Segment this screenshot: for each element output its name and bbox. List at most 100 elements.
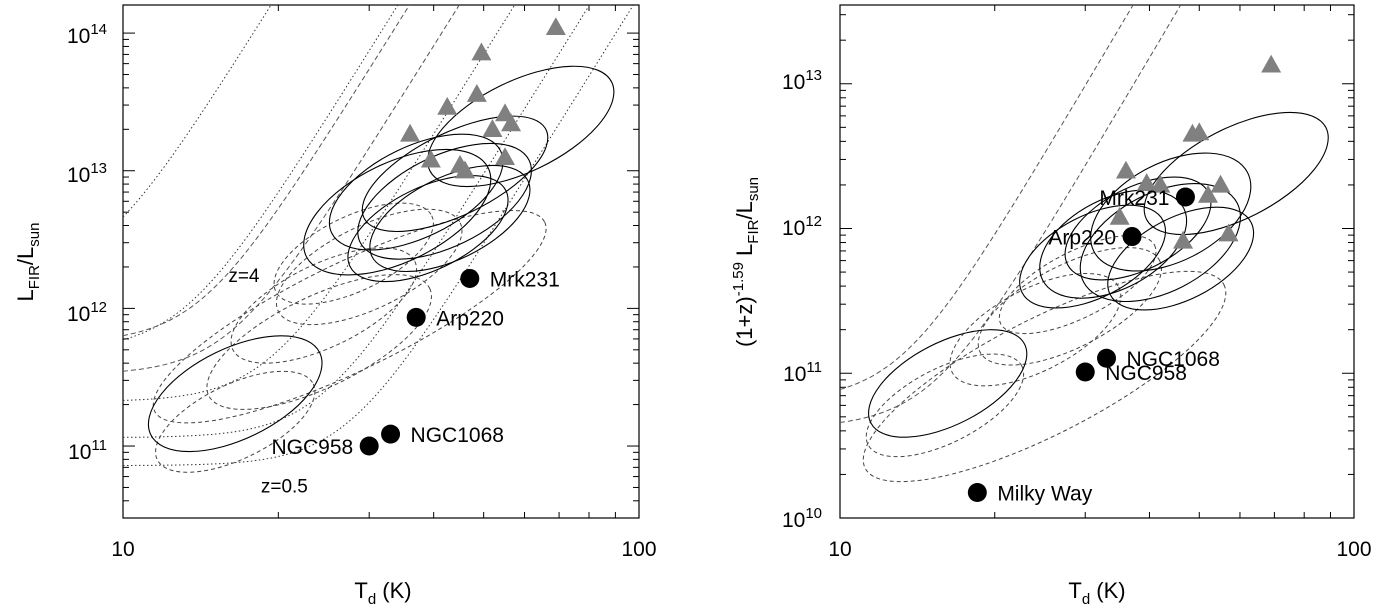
point-milky-way xyxy=(967,483,987,503)
right-plot-frame xyxy=(839,4,1355,519)
triangle-point-0 xyxy=(400,123,421,142)
right-x-axis-label: Td (K) xyxy=(1068,578,1125,606)
right-model-curves xyxy=(840,5,1182,423)
triangle-point-1 xyxy=(1136,173,1157,192)
triangle-point-2 xyxy=(437,96,458,115)
model-curve-4 xyxy=(123,5,516,401)
triangle-point-3 xyxy=(1109,206,1130,225)
solid-ellipse-4 xyxy=(1039,189,1188,299)
point-label: Mrk231 xyxy=(490,268,560,291)
triangle-point-1 xyxy=(420,149,441,168)
model-curve-2 xyxy=(123,5,411,337)
solid-ellipse-0 xyxy=(1143,111,1329,236)
triangle-point-7 xyxy=(1198,184,1219,203)
point-label: NGC1068 xyxy=(1127,348,1220,371)
right-y-tick-label-1e13: 1013 xyxy=(782,67,822,94)
left-ticks xyxy=(122,5,640,519)
left-marks xyxy=(359,17,566,456)
triangle-point-0 xyxy=(1115,160,1136,179)
triangle-point-3 xyxy=(466,83,487,102)
solid-ellipse-3 xyxy=(1079,183,1241,303)
left-point-labels: Mrk231 Arp220 NGC1068 NGC958 xyxy=(271,268,559,459)
left-y-tick-label-1e11: 1011 xyxy=(68,437,107,464)
dashed-ellipse-3 xyxy=(152,210,547,424)
triangle-point-9 xyxy=(545,17,566,36)
left-x-tick-label-10: 10 xyxy=(111,538,134,561)
curve-label-z4: z=4 xyxy=(228,266,260,287)
solid-ellipse-5 xyxy=(369,164,531,273)
point-ngc958 xyxy=(359,436,379,456)
triangle-point-5 xyxy=(482,119,503,137)
left-plot-frame xyxy=(122,4,640,519)
point-ngc1068 xyxy=(381,424,401,444)
model-curve-5 xyxy=(123,5,591,438)
triangle-point-10 xyxy=(1261,54,1282,73)
left-panel: Mrk231 Arp220 NGC1068 NGC958 10 100 1011 10… xyxy=(13,4,657,606)
solid-ellipse-1 xyxy=(1090,152,1252,272)
triangle-point-9 xyxy=(1218,223,1239,242)
point-label: NGC1068 xyxy=(411,424,504,447)
point-label: NGC958 xyxy=(1105,362,1187,385)
point-label: Arp220 xyxy=(436,307,504,330)
left-y-tick-label-1e13: 1013 xyxy=(67,160,107,187)
solid-ellipse-2 xyxy=(328,133,504,251)
triangle-point-2 xyxy=(1150,174,1171,193)
triangle-point-8 xyxy=(495,147,516,166)
point-mrk231 xyxy=(460,268,480,288)
model-curve-1 xyxy=(123,5,399,341)
dashed-ellipse-3 xyxy=(862,270,1227,483)
solid-ellipse-4 xyxy=(303,148,492,276)
point-ngc1068 xyxy=(1097,348,1117,368)
right-y-tick-label-1e11: 1011 xyxy=(783,359,822,386)
left-model-curves xyxy=(123,5,634,466)
solid-ellipse-6 xyxy=(347,175,509,283)
model-curve-1 xyxy=(840,5,1182,423)
right-x-tick-label-10: 10 xyxy=(828,538,851,561)
solid-ellipse-5 xyxy=(1107,206,1255,311)
triangle-point-6 xyxy=(1189,122,1210,141)
point-label: Arp220 xyxy=(1048,227,1116,250)
triangle-point-11 xyxy=(454,160,475,179)
left-y-axis-label: LFIR/Lsun xyxy=(13,223,43,302)
triangle-point-4 xyxy=(1173,230,1194,249)
dashed-ellipse-2 xyxy=(949,272,1122,387)
point-arp220 xyxy=(406,307,426,327)
point-label: NGC958 xyxy=(271,436,353,459)
dashed-ellipse-0 xyxy=(998,234,1157,335)
right-marks xyxy=(967,54,1282,503)
point-label: Mrk231 xyxy=(1099,187,1169,210)
left-x-axis-label: Td (K) xyxy=(354,578,411,606)
right-y-tick-label-1e10: 1010 xyxy=(782,505,822,532)
left-y-tick-label-1e14: 1014 xyxy=(67,21,107,48)
model-curve-0 xyxy=(840,5,1134,390)
dashed-ellipse-1 xyxy=(275,208,463,326)
model-curve-3 xyxy=(123,5,460,372)
right-ellipses xyxy=(862,111,1329,483)
right-ticks xyxy=(839,5,1355,519)
solid-ellipse-3 xyxy=(357,142,532,260)
curve-label-z05: z=0.5 xyxy=(261,476,308,497)
solid-ellipse-6 xyxy=(1019,204,1167,309)
dashed-ellipse-2 xyxy=(230,247,418,364)
triangle-point-8 xyxy=(1210,174,1231,193)
triangle-point-7 xyxy=(501,113,522,132)
right-y-axis-label: (1+z)-1.59 LFIR/Lsun xyxy=(730,177,762,347)
dashed-ellipse-5 xyxy=(155,370,316,473)
solid-ellipse-0 xyxy=(427,65,615,188)
point-ngc958 xyxy=(1075,362,1095,382)
solid-ellipse-7 xyxy=(868,329,1028,438)
dashed-ellipse-4 xyxy=(206,274,432,410)
model-curve-6 xyxy=(123,5,634,466)
point-mrk231 xyxy=(1175,187,1195,207)
solid-ellipse-7 xyxy=(147,335,323,453)
dashed-ellipse-4 xyxy=(865,353,1025,458)
triangle-point-4 xyxy=(471,42,492,61)
right-y-tick-label-1e12: 1012 xyxy=(782,213,822,240)
point-label: Milky Way xyxy=(997,483,1092,506)
point-arp220 xyxy=(1122,227,1142,247)
left-y-tick-label-1e12: 1012 xyxy=(67,299,107,326)
right-x-tick-label-100: 100 xyxy=(1336,538,1371,561)
